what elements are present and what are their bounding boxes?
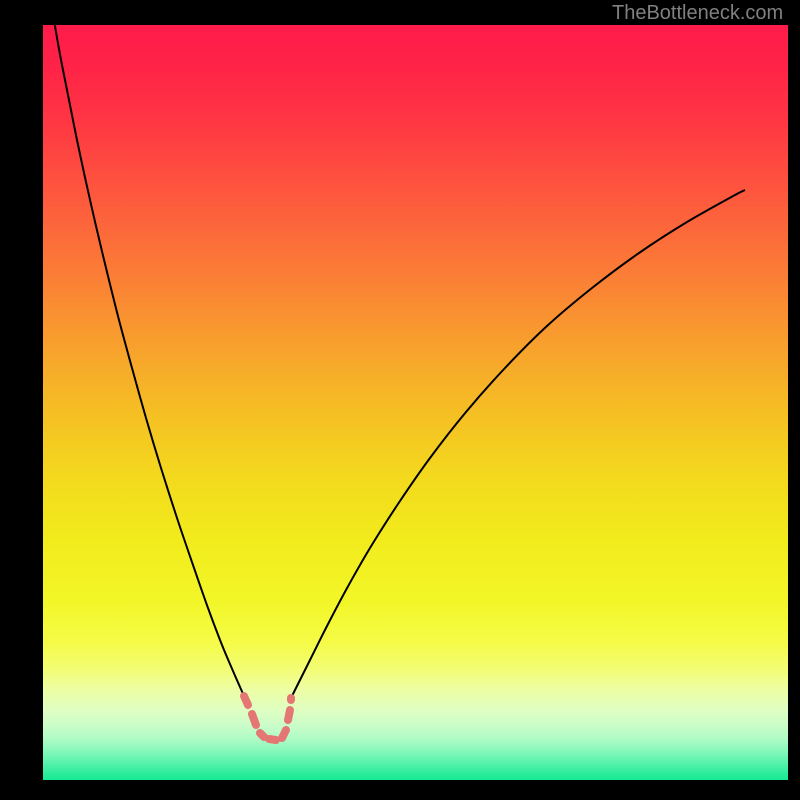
bottleneck-chart xyxy=(43,25,788,780)
watermark-text: TheBottleneck.com xyxy=(612,2,783,25)
gradient-background xyxy=(43,25,788,780)
chart-container xyxy=(43,25,788,780)
